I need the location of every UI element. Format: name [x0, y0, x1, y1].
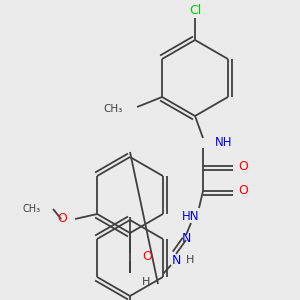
Text: O: O: [238, 160, 248, 172]
Text: H: H: [186, 255, 194, 265]
Text: Cl: Cl: [189, 4, 201, 16]
Text: N: N: [181, 232, 191, 244]
Text: CH₃: CH₃: [104, 104, 123, 114]
Text: NH: NH: [215, 136, 232, 148]
Text: H: H: [142, 277, 150, 287]
Text: O: O: [57, 212, 67, 226]
Text: CH₃: CH₃: [23, 204, 41, 214]
Text: O: O: [238, 184, 248, 197]
Text: HN: HN: [182, 209, 200, 223]
Text: N: N: [171, 254, 181, 266]
Text: O: O: [142, 250, 152, 262]
